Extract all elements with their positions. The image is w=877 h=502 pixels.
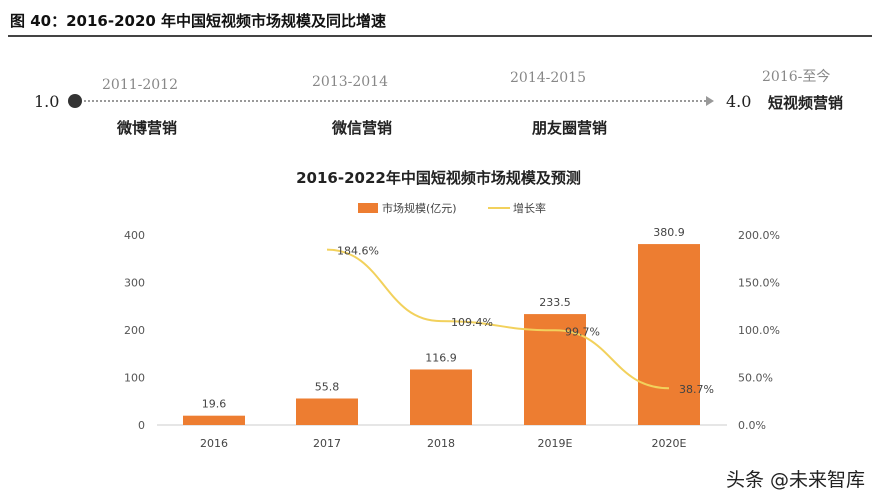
timeline-start-dot	[68, 94, 82, 108]
y-left-tick: 400	[124, 229, 145, 242]
y-right-tick: 100.0%	[738, 324, 780, 337]
y-right-tick: 0.0%	[738, 419, 766, 432]
x-tick-label: 2020E	[652, 437, 687, 450]
bar-value-label: 55.8	[315, 380, 340, 393]
stage-period: 2014-2015	[510, 70, 586, 86]
legend-swatch-bar	[358, 203, 378, 213]
stage-period: 2016-至今	[762, 69, 831, 85]
bar	[296, 398, 358, 425]
stage-period: 2013-2014	[312, 74, 388, 90]
y-right-tick: 200.0%	[738, 229, 780, 242]
bar	[638, 244, 700, 425]
x-tick-label: 2018	[427, 437, 455, 450]
bar-value-label: 19.6	[202, 398, 227, 411]
x-tick-label: 2017	[313, 437, 341, 450]
stage-period: 2011-2012	[102, 77, 178, 93]
bar	[410, 369, 472, 425]
legend-label-bar: 市场规模(亿元)	[382, 201, 457, 215]
timeline-end-label: 4.0	[726, 92, 752, 111]
timeline-start-label: 1.0	[34, 92, 60, 111]
y-right-tick: 150.0%	[738, 277, 780, 290]
line-value-label: 38.7%	[679, 383, 714, 396]
y-left-tick: 100	[124, 372, 145, 385]
bar-value-label: 116.9	[425, 351, 457, 364]
legend-label-line: 增长率	[513, 201, 546, 215]
bar-value-label: 233.5	[539, 296, 571, 309]
bar-value-label: 380.9	[653, 226, 685, 239]
figure-title: 图 40：2016-2020 年中国短视频市场规模及同比增速	[10, 12, 387, 30]
y-left-tick: 0	[138, 419, 145, 432]
timeline-line	[84, 100, 706, 102]
growth-rate-line	[326, 248, 670, 390]
y-left-tick: 300	[124, 277, 145, 290]
arrow-right-icon	[706, 96, 714, 106]
stage-name: 微博营销	[117, 119, 178, 137]
chart-title: 2016-2022年中国短视频市场规模及预测	[296, 169, 581, 187]
y-left-tick: 200	[124, 324, 145, 337]
watermark: 头条 @未来智库	[725, 469, 865, 491]
stage-name: 朋友圈营销	[532, 119, 608, 137]
bar	[183, 415, 245, 425]
line-value-label: 109.4%	[451, 316, 493, 329]
y-right-tick: 50.0%	[738, 372, 773, 385]
stage-name: 微信营销	[332, 119, 393, 137]
stage-name: 短视频营销	[768, 94, 844, 112]
legend: 市场规模(亿元) 增长率	[358, 201, 546, 215]
x-tick-label: 2016	[200, 437, 228, 450]
line-value-label: 99.7%	[565, 325, 600, 338]
line-value-label: 184.6%	[337, 245, 379, 258]
title-divider	[8, 35, 872, 37]
x-tick-label: 2019E	[538, 437, 573, 450]
